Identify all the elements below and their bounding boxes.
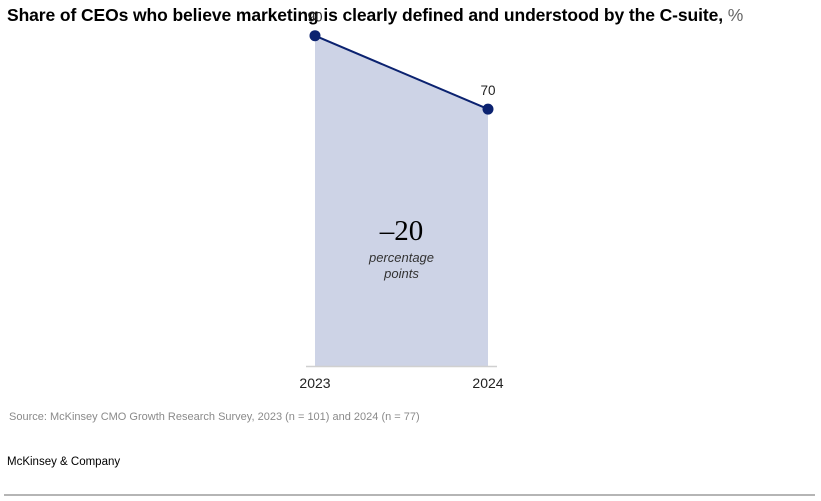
annotation-text-line1: percentage [368, 250, 434, 265]
x-tick-label-2023: 2023 [299, 375, 330, 391]
footer-divider [4, 494, 815, 496]
annotation-text-line2: points [383, 266, 419, 281]
chart-title-unit: % [727, 5, 744, 25]
annotation-value: –20 [379, 215, 424, 247]
chart-title: Share of CEOs who believe marketing is c… [7, 5, 743, 26]
chart-title-text: Share of CEOs who believe marketing is c… [7, 5, 723, 25]
area-fill [315, 35, 488, 366]
data-label-2024: 70 [480, 83, 495, 98]
source-note: Source: McKinsey CMO Growth Research Sur… [9, 411, 420, 423]
brand-logo-text: McKinsey & Company [7, 456, 121, 468]
data-point-2023 [309, 30, 321, 42]
data-label-2023: 90 [307, 10, 322, 25]
series-line [314, 34, 489, 111]
data-point-2024 [482, 103, 494, 115]
x-tick-label-2024: 2024 [472, 375, 503, 391]
